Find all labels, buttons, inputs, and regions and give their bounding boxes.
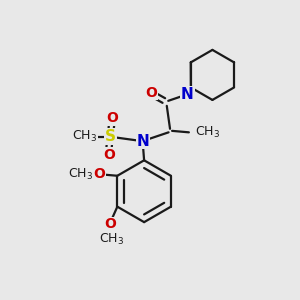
Text: O: O [106, 112, 118, 125]
Text: CH$_3$: CH$_3$ [99, 232, 124, 247]
Text: CH$_3$: CH$_3$ [195, 125, 220, 140]
Text: CH$_3$: CH$_3$ [68, 167, 93, 182]
Text: O: O [93, 167, 105, 181]
Text: S: S [105, 129, 116, 144]
Text: N: N [136, 134, 149, 149]
Text: O: O [104, 217, 116, 231]
Text: O: O [103, 148, 115, 162]
Text: O: O [145, 85, 157, 100]
Text: CH$_3$: CH$_3$ [72, 129, 97, 144]
Text: N: N [181, 87, 194, 102]
